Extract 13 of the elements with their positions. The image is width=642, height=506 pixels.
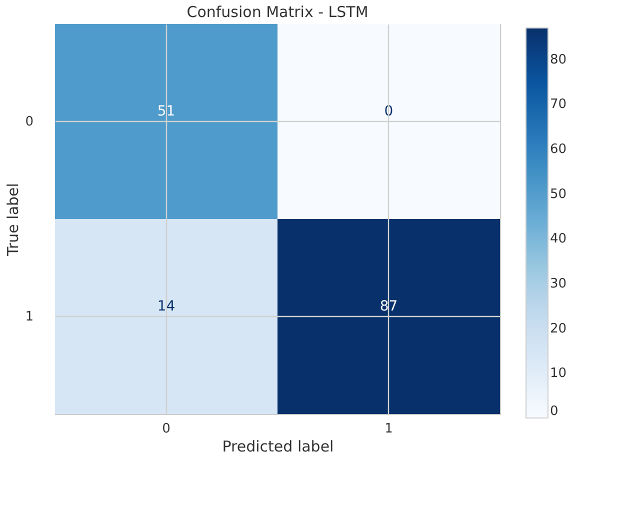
color-bar-label: 0: [550, 404, 558, 419]
color-bar-label: 20: [550, 321, 567, 336]
x-axis-title: Predicted label: [222, 438, 334, 456]
chart-title: Confusion Matrix - LSTM: [186, 3, 368, 21]
color-bar-label: 40: [550, 232, 567, 247]
color-bar-label: 50: [550, 186, 567, 202]
color-bar-label: 10: [550, 366, 567, 382]
color-bar-label: 70: [550, 97, 567, 112]
data-label: 14: [157, 298, 176, 314]
color-bar-label: 30: [550, 276, 567, 292]
color-bar-label: 80: [550, 52, 567, 68]
color-bar-label: 60: [550, 142, 567, 158]
y-axis-title: True label: [4, 183, 22, 257]
